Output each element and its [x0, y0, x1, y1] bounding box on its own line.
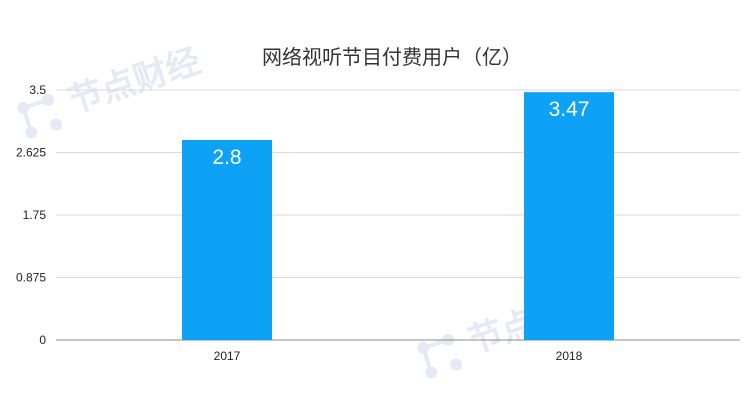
data-label: 2.8 — [212, 146, 241, 169]
x-tick-label: 2017 — [214, 349, 241, 363]
x-axis-tick-labels: 2017 2018 — [214, 349, 583, 363]
watermark-text: 节点财经 — [64, 41, 206, 121]
data-label: 3.47 — [549, 98, 590, 121]
chart-title: 网络视听节目付费用户（亿） — [262, 45, 522, 69]
y-tick-label: 1.75 — [23, 208, 47, 222]
bar-2018 — [524, 92, 614, 341]
y-axis-tick-labels: 0 0.875 1.75 2.625 3.5 — [16, 83, 46, 347]
bars — [182, 92, 614, 341]
watermark-logo-icon — [417, 333, 463, 379]
bar-2017 — [182, 140, 272, 340]
watermark-logo-icon — [17, 93, 63, 139]
data-labels: 2.8 3.47 — [212, 98, 589, 169]
y-tick-label: 0 — [39, 333, 46, 347]
y-tick-label: 3.5 — [29, 83, 46, 97]
x-tick-label: 2018 — [556, 349, 583, 363]
y-tick-label: 2.625 — [16, 146, 46, 160]
y-tick-label: 0.875 — [16, 271, 46, 285]
gridlines — [56, 89, 740, 341]
